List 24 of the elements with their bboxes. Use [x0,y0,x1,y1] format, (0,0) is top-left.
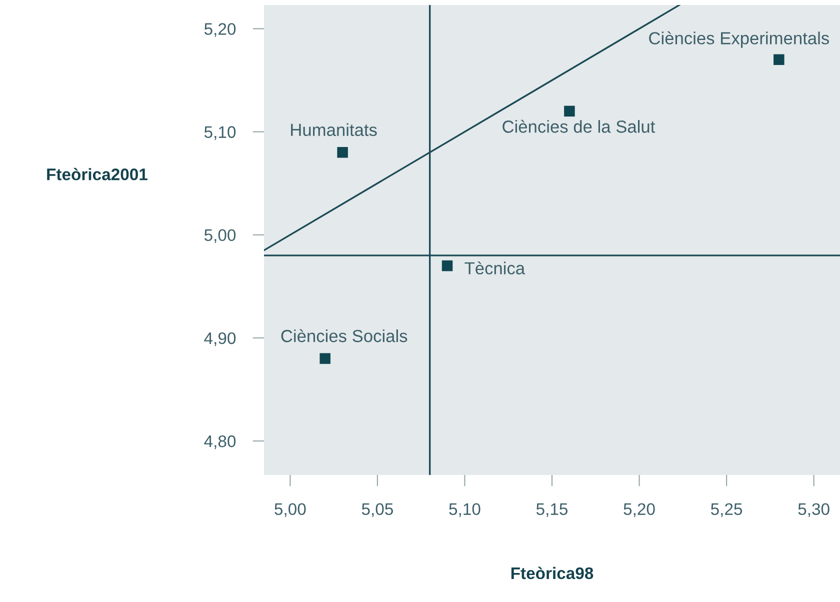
point [774,54,784,66]
x-tick-label: 5,10 [449,503,480,517]
point [442,260,453,272]
point [564,106,575,117]
y-axis-title: Fteòrica2001 [47,168,148,180]
x-tick-label: 5,15 [536,503,568,517]
x-tick-label: 5,20 [624,503,655,517]
y-tick-label: 5,00 [204,229,236,244]
annotation: Tècnica [464,261,526,274]
y-tick-label: 5,20 [204,23,236,37]
x-tick-label: 5,00 [274,503,306,517]
annotation: Ciències Socials [281,329,408,342]
y-tick-label: 5,10 [204,126,236,140]
x-tick-label: 5,30 [798,503,830,517]
annotation: Ciències Experimentals [649,31,829,48]
annotation: Humanitats [291,123,377,136]
y-tick-label: 4,80 [204,435,236,450]
x-axis-title: Fteòrica98 [511,566,594,580]
x-tick-label: 5,25 [710,503,742,517]
y-tick-label: 4,90 [204,332,236,346]
x-tick-label: 5,05 [362,503,393,517]
point [337,147,348,158]
annotation: Ciències de la Salut [502,120,656,133]
point [320,353,330,364]
